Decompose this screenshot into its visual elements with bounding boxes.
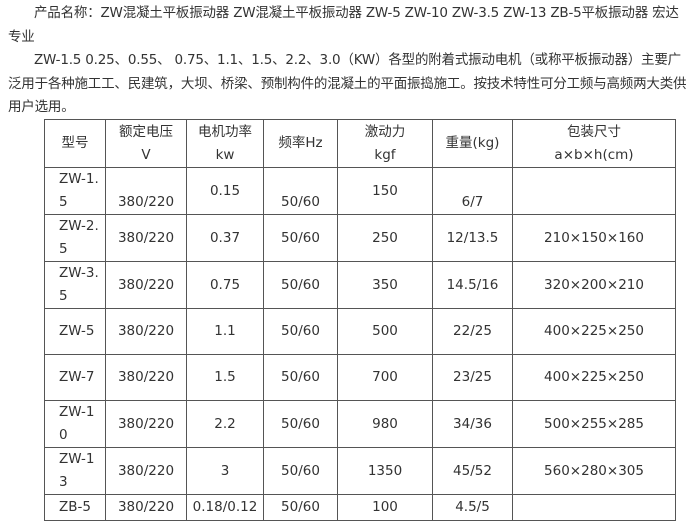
table-cell: 34/36 (432, 400, 513, 448)
table-cell: 50/60 (263, 167, 338, 215)
table-cell: 380/220 (105, 308, 187, 355)
table-cell: 380/220 (105, 494, 187, 521)
table-cell: 22/25 (432, 308, 513, 355)
table-cell: 700 (337, 354, 433, 401)
table-cell: 45/52 (432, 447, 513, 495)
header-label: 电机功率 (198, 123, 252, 140)
header-cell: 包装尺寸 a×b×h(cm) (512, 119, 676, 168)
table-cell: 380/220 (105, 214, 187, 262)
table-cell: 400×225×250 (512, 354, 676, 401)
table-cell: 3 (186, 447, 264, 495)
header-cell: 频率Hz (263, 119, 338, 168)
table-cell: 50/60 (263, 214, 338, 262)
table-cell: 500×255×285 (512, 400, 676, 448)
table-cell: 380/220 (105, 167, 187, 215)
table-row: ZW-5 380/220 1.1 50/60 500 22/25 400×225×250 (44, 308, 676, 355)
table-cell: 0.37 (186, 214, 264, 262)
table-header-row: 型号 额定电压 V 电机功率 kw 频率Hz 激动力 kgf 重量(kg) 包装尺寸 a×b×h(c… (44, 119, 676, 168)
table-cell (512, 494, 676, 521)
header-cell: 激动力 kgf (337, 119, 433, 168)
product-name-paragraph: 产品名称：ZW混凝土平板振动器 ZW混凝土平板振动器 ZW-5 ZW-10 ZW… (8, 5, 679, 45)
table-cell: 6/7 (432, 167, 513, 215)
table-cell: 1350 (337, 447, 433, 495)
table-cell: ZW-5 (44, 308, 106, 355)
table-cell: ZW-2.5 (44, 214, 106, 262)
header-cell: 型号 (44, 119, 106, 168)
table-cell: 50/60 (263, 400, 338, 448)
table-cell: 400×225×250 (512, 308, 676, 355)
table-cell (512, 167, 676, 215)
table-cell: 560×280×305 (512, 447, 676, 495)
table-row: ZW-7 380/220 1.5 50/60 700 23/25 400×225×250 (44, 354, 676, 401)
table-cell: 4.5/5 (432, 494, 513, 521)
header-unit: V (141, 146, 151, 163)
table-row: ZW-3.5 380/220 0.75 50/60 350 14.5/16 320×200×… (44, 261, 676, 309)
table-cell: 0.18/0.12 (186, 494, 264, 521)
table-cell: 50/60 (263, 354, 338, 401)
header-label: 型号 (61, 135, 89, 151)
header-unit: kgf (374, 146, 396, 163)
header-cell: 电机功率 kw (186, 119, 264, 168)
description-paragraph: ZW-1.5 0.25、0.55、 0.75、1.1、1.5、2.2、3.0（K… (8, 52, 687, 115)
table-cell: 1.5 (186, 354, 264, 401)
table-cell: 1.1 (186, 308, 264, 355)
table-cell: 14.5/16 (432, 261, 513, 309)
table-cell: 500 (337, 308, 433, 355)
table-cell: 380/220 (105, 447, 187, 495)
header-cell: 额定电压 V (105, 119, 187, 168)
header-unit: a×b×h(cm) (554, 146, 634, 163)
table-cell: ZW-7 (44, 354, 106, 401)
table-cell: 380/220 (105, 261, 187, 309)
table-row: ZW-13 380/220 3 50/60 1350 45/52 560×280×305 (44, 447, 676, 495)
table-cell: 12/13.5 (432, 214, 513, 262)
table-cell: 0.75 (186, 261, 264, 309)
table-cell: ZW-13 (44, 447, 106, 495)
table-cell: 50/60 (263, 447, 338, 495)
table-cell: 50/60 (263, 261, 338, 309)
table-cell: 210×150×160 (512, 214, 676, 262)
table-cell: 100 (337, 494, 433, 521)
table-cell: 350 (337, 261, 433, 309)
table-cell: ZB-5 (44, 494, 106, 521)
table-cell: 0.15 (186, 167, 264, 215)
header-unit: kw (215, 146, 235, 163)
table-cell: 23/25 (432, 354, 513, 401)
table-row: ZW-2.5 380/220 0.37 50/60 250 12/13.5 210×150×… (44, 214, 676, 262)
table-cell: ZW-10 (44, 400, 106, 448)
table-row: ZW-1.5 380/220 0.15 50/60 150 6/7 (44, 167, 676, 215)
header-label: 重量(kg) (445, 135, 500, 151)
table-cell: 320×200×210 (512, 261, 676, 309)
header-cell: 重量(kg) (432, 119, 513, 168)
table-cell: ZW-1.5 (44, 167, 106, 215)
header-label: 频率Hz (278, 135, 323, 151)
header-label: 额定电压 (119, 123, 173, 140)
header-label: 激动力 (364, 123, 406, 140)
table-cell: 380/220 (105, 400, 187, 448)
header-label: 包装尺寸 (567, 123, 621, 140)
table-row: ZW-10 380/220 2.2 50/60 980 34/36 500×255×285 (44, 400, 676, 448)
table-cell: 2.2 (186, 400, 264, 448)
table-cell: 980 (337, 400, 433, 448)
table-cell: 150 (337, 167, 433, 215)
table-cell: 380/220 (105, 354, 187, 401)
spec-table: 型号 额定电压 V 电机功率 kw 频率Hz 激动力 kgf 重量(kg) 包装尺寸 a×b×h(c… (44, 119, 676, 521)
table-cell: 250 (337, 214, 433, 262)
table-cell: 50/60 (263, 308, 338, 355)
table-cell: ZW-3.5 (44, 261, 106, 309)
table-cell: 50/60 (263, 494, 338, 521)
table-row: ZB-5 380/220 0.18/0.12 50/60 100 4.5/5 (44, 494, 676, 521)
